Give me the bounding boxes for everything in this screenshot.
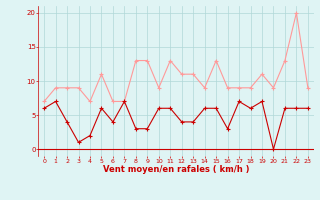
X-axis label: Vent moyen/en rafales ( km/h ): Vent moyen/en rafales ( km/h ) xyxy=(103,165,249,174)
